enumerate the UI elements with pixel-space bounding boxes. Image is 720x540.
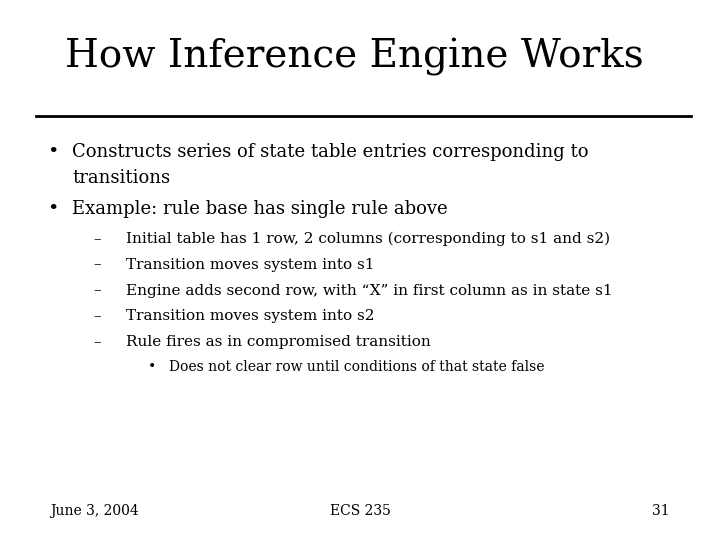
Text: –: – — [94, 258, 102, 272]
Text: 31: 31 — [652, 504, 670, 518]
Text: Rule fires as in compromised transition: Rule fires as in compromised transition — [126, 335, 431, 349]
Text: Initial table has 1 row, 2 columns (corresponding to s1 and s2): Initial table has 1 row, 2 columns (corr… — [126, 232, 610, 246]
Text: Engine adds second row, with “X” in first column as in state s1: Engine adds second row, with “X” in firs… — [126, 284, 613, 298]
Text: •: • — [148, 360, 156, 374]
Text: –: – — [94, 284, 102, 298]
Text: ECS 235: ECS 235 — [330, 504, 390, 518]
Text: Transition moves system into s1: Transition moves system into s1 — [126, 258, 374, 272]
Text: Example: rule base has single rule above: Example: rule base has single rule above — [72, 200, 448, 218]
Text: Constructs series of state table entries corresponding to: Constructs series of state table entries… — [72, 143, 588, 161]
Text: June 3, 2004: June 3, 2004 — [50, 504, 139, 518]
Text: Does not clear row until conditions of that state false: Does not clear row until conditions of t… — [169, 360, 545, 374]
Text: –: – — [94, 309, 102, 323]
Text: How Inference Engine Works: How Inference Engine Works — [65, 38, 644, 76]
Text: •: • — [47, 143, 58, 161]
Text: transitions: transitions — [72, 169, 170, 187]
Text: Transition moves system into s2: Transition moves system into s2 — [126, 309, 374, 323]
Text: •: • — [47, 200, 58, 218]
Text: –: – — [94, 335, 102, 349]
Text: –: – — [94, 232, 102, 246]
